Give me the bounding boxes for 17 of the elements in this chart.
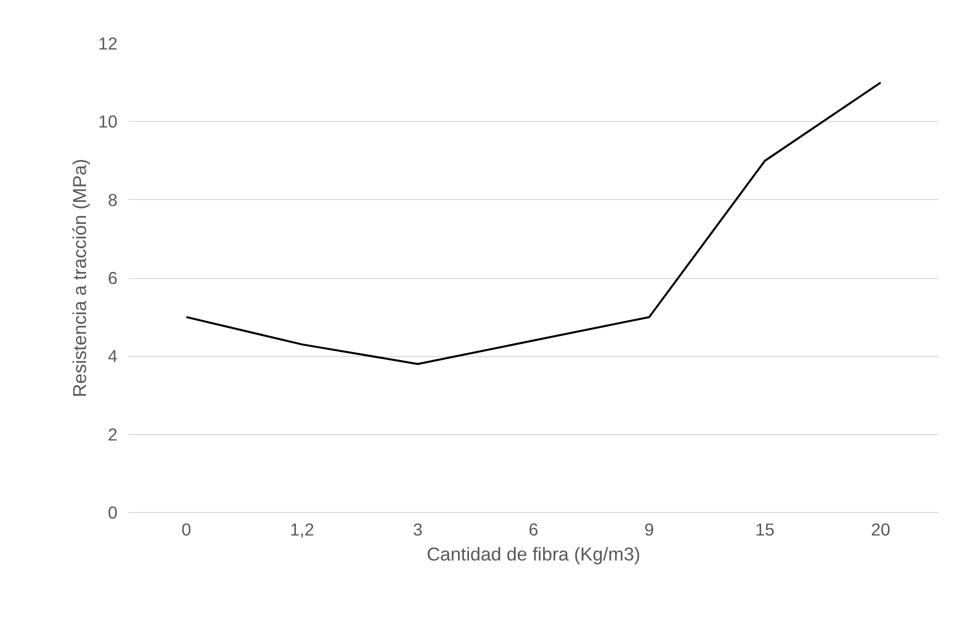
x-tick-label: 3 (412, 520, 423, 540)
y-axis-title: Resistencia a tracción (MPa) (69, 158, 90, 398)
x-tick-label: 1,2 (290, 520, 314, 540)
y-tick-label: 4 (108, 346, 118, 366)
x-tick-label: 6 (528, 520, 538, 540)
x-axis-title: Cantidad de fibra (Kg/m3) (426, 544, 640, 564)
line-series (185, 82, 882, 365)
x-tick-label: 20 (871, 520, 890, 540)
y-tick-label: 8 (108, 190, 118, 210)
y-tick-label: 6 (108, 268, 118, 288)
x-tick-label: 15 (755, 520, 775, 540)
x-tick-label: 9 (644, 520, 654, 540)
y-tick-label: 10 (98, 112, 118, 132)
y-tick-label: 0 (108, 502, 118, 522)
x-tick-label: 0 (182, 520, 192, 540)
y-tick-label: 12 (98, 34, 118, 54)
y-tick-label: 2 (108, 424, 118, 444)
